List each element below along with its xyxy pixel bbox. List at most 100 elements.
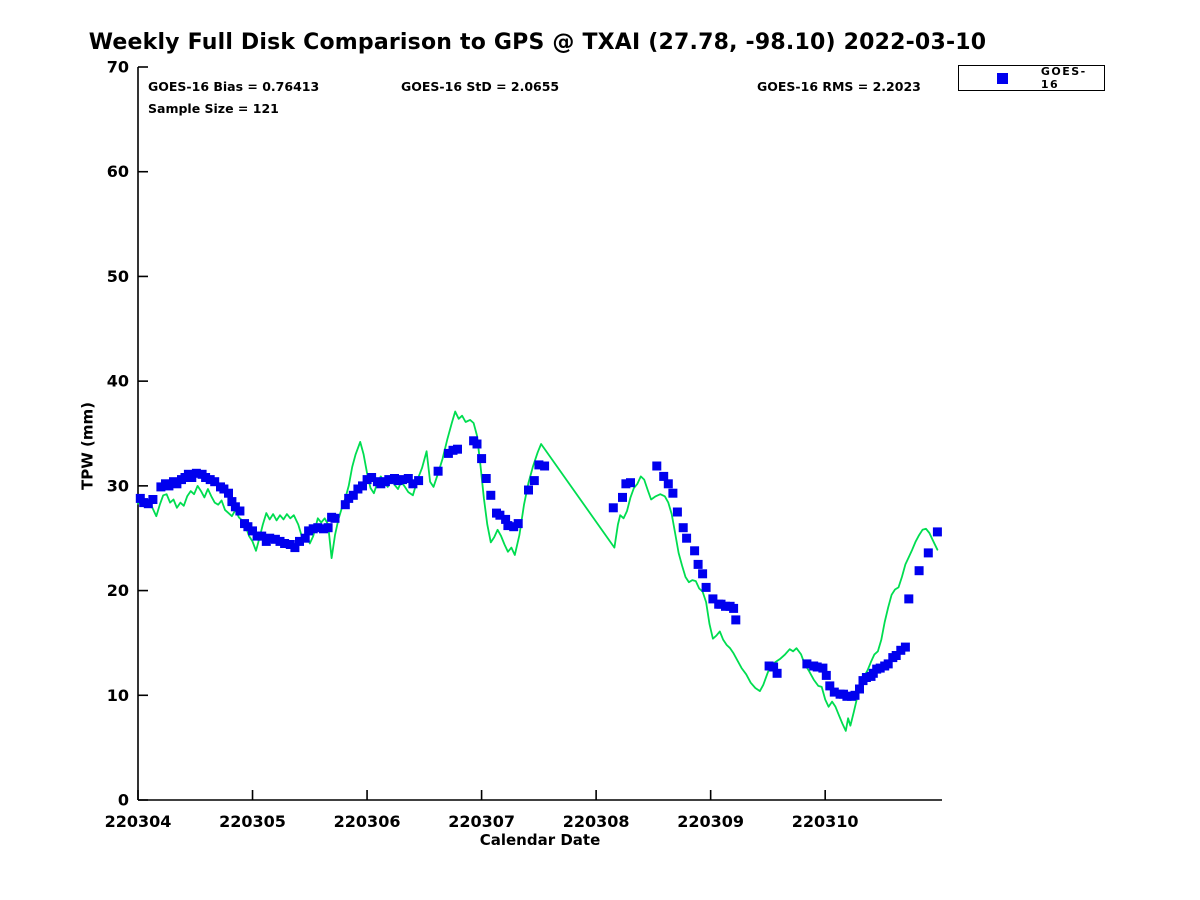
goes16-point	[295, 536, 304, 546]
goes16-point	[353, 484, 363, 494]
goes16-point	[529, 476, 539, 486]
goes16-point	[861, 673, 871, 682]
goes16-point	[270, 534, 280, 544]
goes16-point	[472, 439, 482, 449]
goes16-point	[663, 479, 673, 489]
goes16-point	[280, 539, 290, 548]
goes16-point	[825, 681, 835, 691]
goes16-point	[408, 479, 418, 489]
goes16-point	[721, 601, 730, 611]
goes16-point	[348, 490, 358, 500]
goes16-point	[344, 493, 354, 503]
goes16-point	[668, 488, 678, 498]
goes16-point	[367, 473, 377, 482]
goes16-point	[323, 523, 333, 533]
y-tick-label: 50	[107, 267, 129, 286]
goes16-point	[308, 524, 318, 534]
stat-rms: GOES-16 RMS = 2.2023	[757, 79, 921, 94]
x-tick-label: 220305	[219, 812, 286, 831]
goes16-point	[433, 466, 443, 476]
goes16-point	[376, 479, 386, 489]
goes16-point	[139, 498, 149, 508]
goes16-point	[769, 662, 779, 672]
goes16-point	[235, 506, 245, 516]
goes16-point	[243, 522, 253, 532]
goes16-point	[923, 548, 933, 558]
goes16-point	[443, 448, 453, 458]
goes16-point	[855, 684, 864, 694]
goes16-point	[842, 691, 852, 701]
goes16-point	[248, 526, 257, 536]
goes16-point	[340, 500, 350, 510]
x-tick-label: 220306	[334, 812, 401, 831]
goes16-point	[172, 479, 182, 489]
goes16-point	[486, 490, 496, 500]
goes16-point	[224, 488, 233, 498]
goes16-point	[682, 533, 692, 543]
goes16-point	[524, 485, 533, 495]
goes16-point	[143, 499, 153, 509]
goes16-point	[729, 603, 739, 613]
goes16-point	[652, 461, 662, 471]
stat-bias: GOES-16 Bias = 0.76413	[148, 79, 320, 94]
goes16-point	[618, 492, 627, 502]
goes16-point	[608, 503, 618, 513]
goes16-point	[850, 690, 860, 700]
x-tick-label: 220307	[448, 812, 515, 831]
goes16-point	[164, 481, 174, 491]
y-tick-label: 70	[107, 58, 129, 77]
x-tick-label: 220309	[677, 812, 744, 831]
goes16-point	[914, 566, 924, 576]
goes16-point	[252, 531, 262, 541]
goes16-point	[513, 519, 523, 529]
stat-std: GOES-16 StD = 2.0655	[401, 79, 560, 94]
goes16-point	[453, 444, 462, 454]
goes16-point	[904, 594, 914, 604]
goes16-point	[210, 477, 220, 487]
goes16-point	[330, 513, 340, 523]
goes16-point	[708, 594, 718, 604]
goes16-point	[698, 569, 708, 579]
y-axis-label: TPW (mm)	[78, 402, 97, 490]
goes16-point	[540, 461, 550, 471]
goes16-point	[398, 475, 408, 485]
goes16-point	[772, 668, 782, 678]
goes16-point	[319, 524, 328, 534]
goes16-point	[414, 476, 424, 486]
goes16-point	[313, 523, 323, 533]
goes16-point	[932, 527, 942, 537]
goes16-point	[285, 540, 295, 549]
goes16-point	[678, 523, 688, 533]
goes16-point	[891, 651, 901, 660]
goes16-point	[201, 473, 211, 482]
goes16-point	[219, 484, 229, 494]
goes16-point	[534, 460, 544, 470]
goes16-point	[481, 474, 491, 483]
stat-sample-size: Sample Size = 121	[148, 101, 279, 116]
goes16-point	[275, 536, 285, 546]
goes16-point	[829, 687, 839, 697]
goes16-point	[690, 546, 700, 556]
goes16-point	[477, 454, 487, 464]
goes16-point	[300, 533, 310, 543]
goes16-point	[257, 531, 267, 541]
y-tick-label: 30	[107, 476, 129, 495]
goes16-point	[187, 473, 197, 482]
goes16-point	[290, 543, 300, 553]
x-tick-label: 220310	[792, 812, 859, 831]
goes16-point	[900, 642, 910, 652]
goes16-point	[191, 468, 201, 478]
gps-line	[137, 410, 939, 732]
y-tick-label: 10	[107, 686, 129, 705]
goes16-point	[731, 615, 741, 625]
y-tick-label: 0	[118, 791, 129, 810]
goes16-point	[495, 510, 505, 520]
goes16-point	[659, 471, 669, 481]
goes16-point	[393, 476, 403, 486]
goes16-point	[672, 507, 682, 517]
goes16-point	[626, 478, 635, 488]
goes16-point	[304, 526, 314, 536]
goes16-point	[802, 659, 812, 669]
